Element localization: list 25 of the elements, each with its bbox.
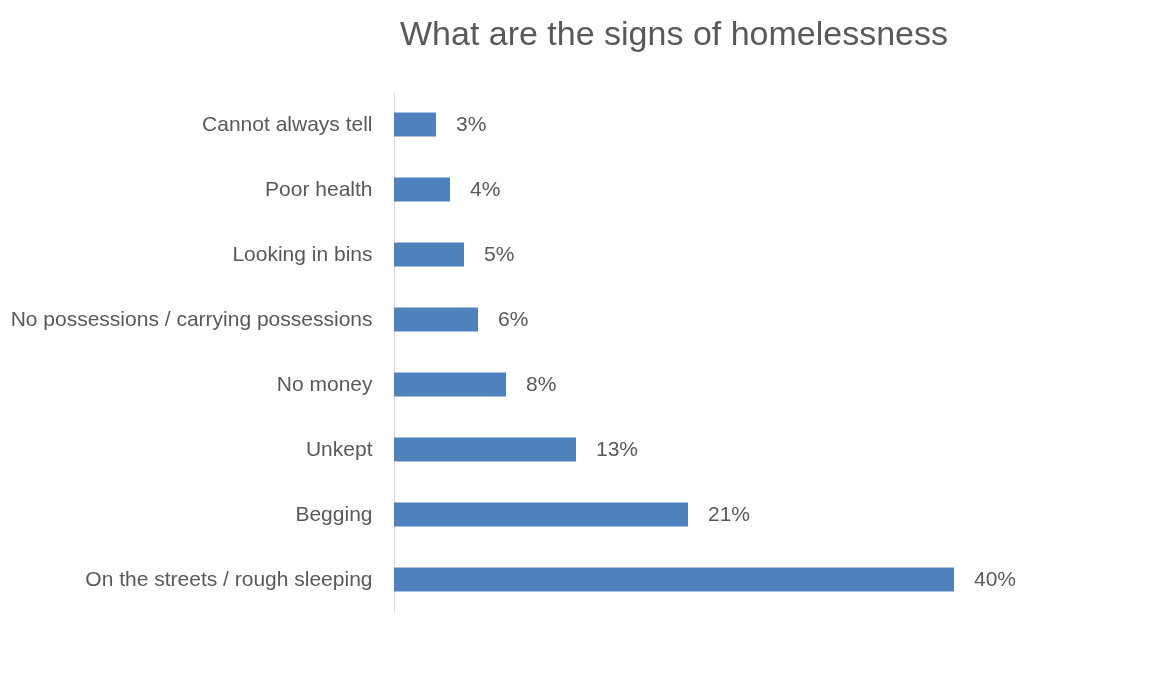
bar: [394, 372, 506, 397]
data-label: 21%: [708, 501, 751, 525]
y-tick-label: No money: [276, 371, 373, 395]
bar: [394, 242, 464, 267]
y-tick-label: Unkept: [305, 436, 373, 460]
y-tick-label: Cannot always tell: [202, 111, 373, 135]
data-label: 5%: [484, 241, 515, 265]
y-tick-label: Looking in bins: [232, 241, 373, 265]
bar: [394, 502, 688, 527]
data-label: 40%: [974, 566, 1017, 590]
bar: [394, 177, 450, 202]
bar: [394, 437, 576, 462]
bar: [394, 307, 478, 332]
bar: [394, 567, 954, 592]
y-tick-label: On the streets / rough sleeping: [85, 566, 373, 590]
y-tick-label: Poor health: [265, 176, 373, 200]
data-label: 3%: [456, 111, 487, 135]
chart-title: What are the signs of homelessness: [399, 14, 949, 52]
y-tick-label: Begging: [295, 501, 373, 525]
data-label: 6%: [498, 306, 529, 330]
data-label: 4%: [470, 176, 501, 200]
y-tick-label: No possessions / carrying possessions: [10, 306, 373, 330]
bar: [394, 112, 436, 137]
data-label: 13%: [596, 436, 639, 460]
data-label: 8%: [526, 371, 557, 395]
